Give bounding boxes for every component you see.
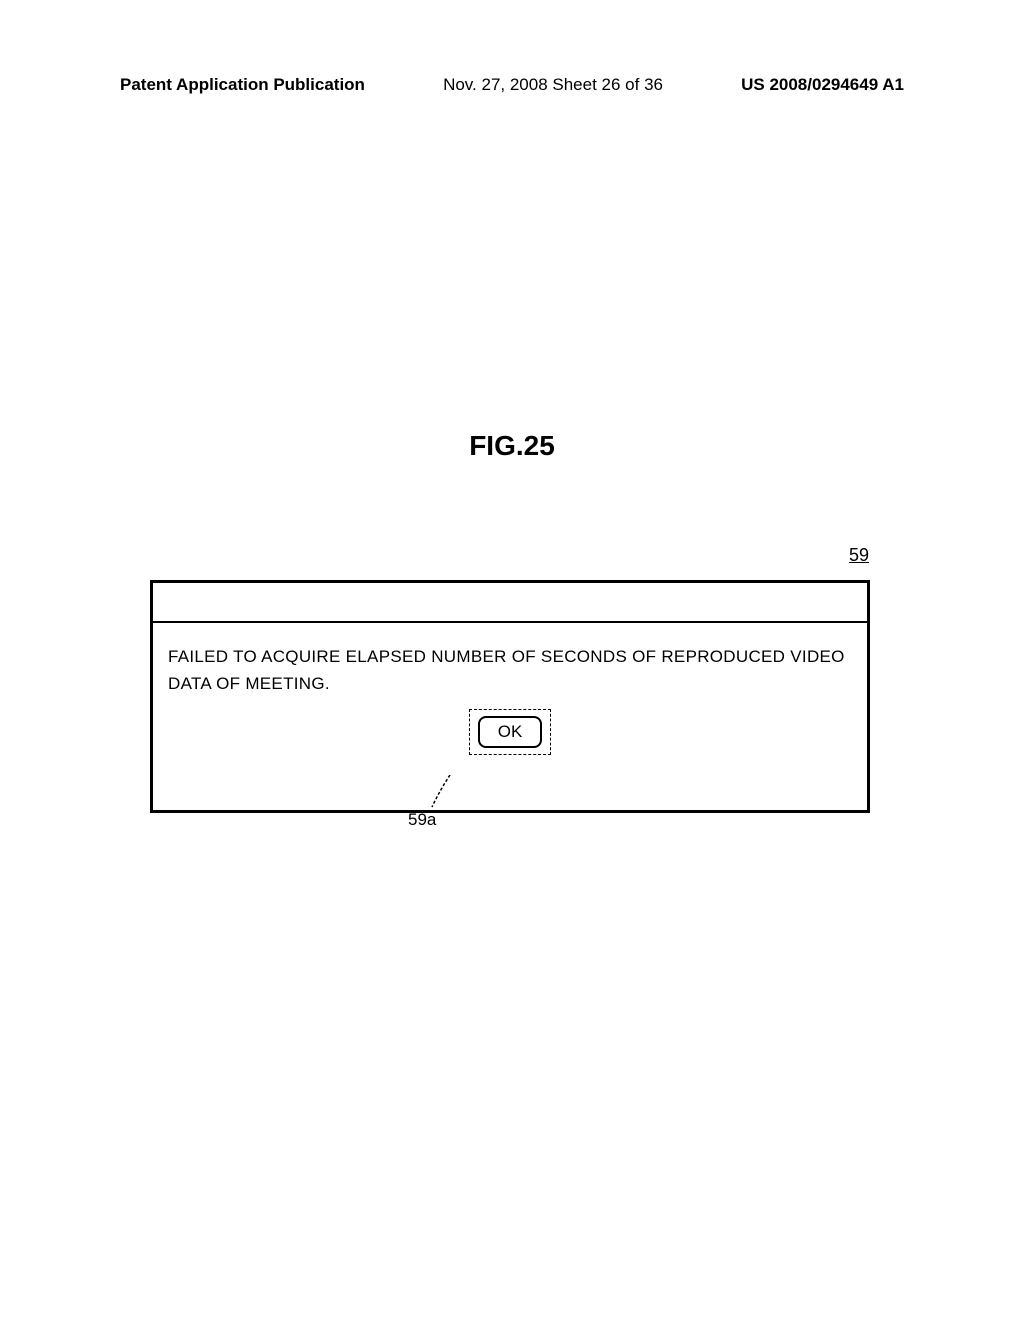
error-dialog: FAILED TO ACQUIRE ELAPSED NUMBER OF SECO… [150, 580, 870, 813]
dialog-titlebar [153, 583, 867, 623]
header-date-sheet: Nov. 27, 2008 Sheet 26 of 36 [443, 75, 663, 95]
button-reference-number: 59a [408, 810, 436, 830]
figure-label: FIG.25 [469, 430, 555, 462]
header-patent-number: US 2008/0294649 A1 [741, 75, 904, 95]
button-callout-box: OK [469, 709, 552, 755]
callout-leader-line [430, 775, 470, 810]
dialog-reference-number: 59 [849, 545, 869, 566]
dialog-message: FAILED TO ACQUIRE ELAPSED NUMBER OF SECO… [168, 643, 852, 697]
header-publication-type: Patent Application Publication [120, 75, 365, 95]
page-header: Patent Application Publication Nov. 27, … [0, 75, 1024, 95]
dialog-content: FAILED TO ACQUIRE ELAPSED NUMBER OF SECO… [153, 623, 867, 810]
button-container: OK [168, 709, 852, 755]
ok-button[interactable]: OK [478, 716, 543, 748]
